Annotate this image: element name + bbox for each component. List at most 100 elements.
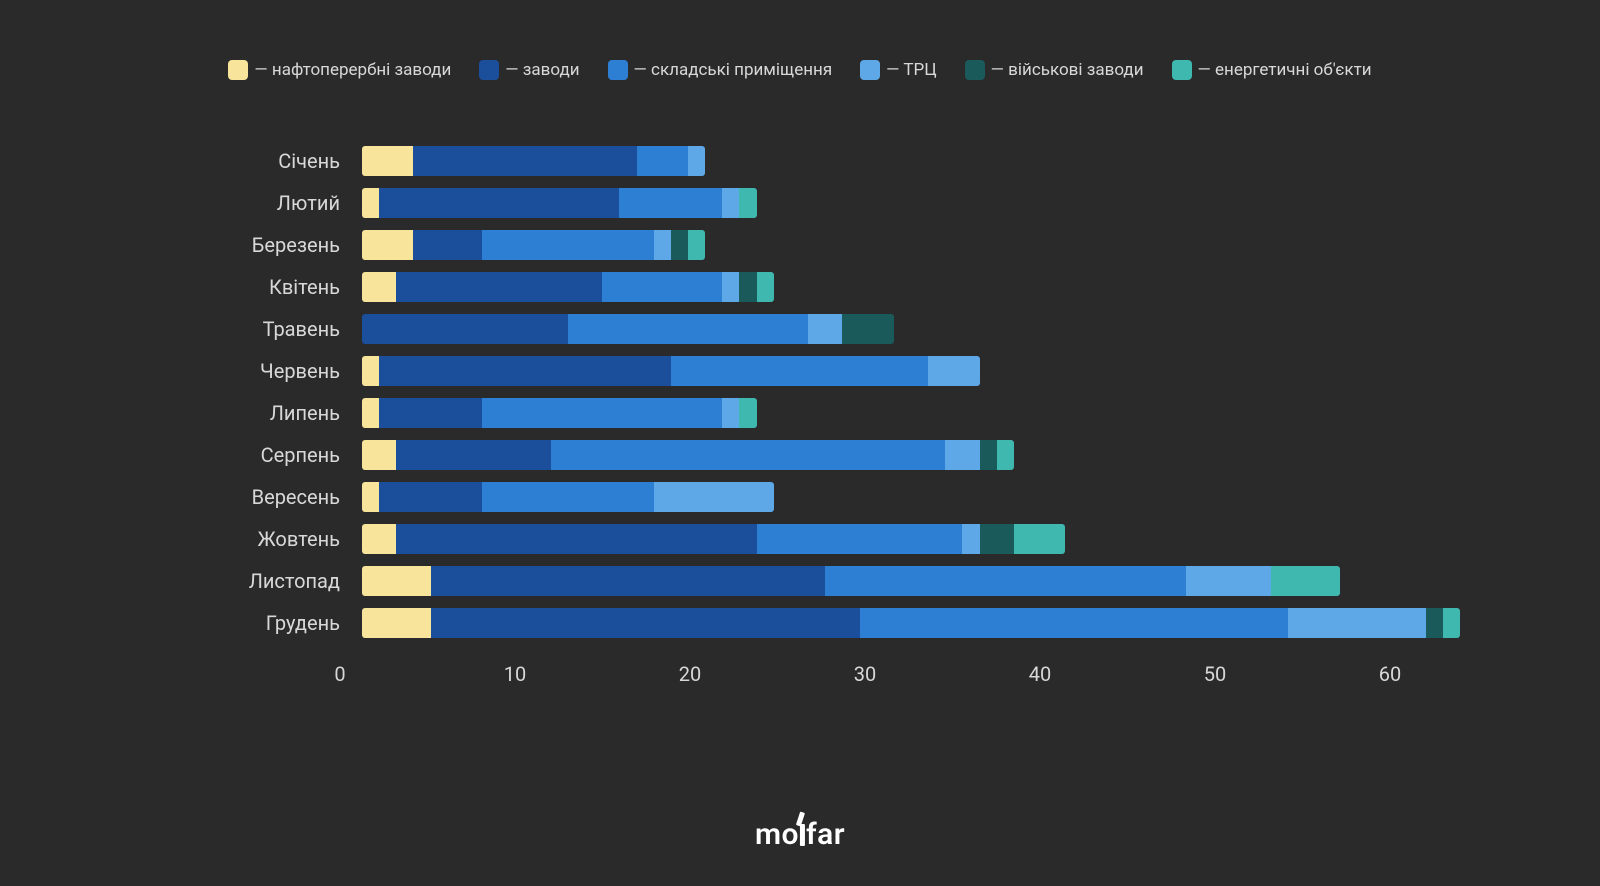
bar-segment: [602, 272, 722, 302]
chart-row: Жовтень: [170, 518, 1460, 560]
chart-rows: Січень Лютий Березень Квітень Травень Червень…: [170, 140, 1460, 644]
stacked-bar: [362, 482, 774, 512]
bar-segment: [825, 566, 1185, 596]
stacked-bar: [362, 566, 1340, 596]
bar-segment: [396, 272, 602, 302]
bar-segment: [413, 230, 482, 260]
bar-segment: [379, 482, 482, 512]
row-label: Червень: [170, 359, 362, 383]
bar-segment: [688, 146, 705, 176]
bar-segment: [482, 230, 654, 260]
bar-segment: [980, 440, 997, 470]
bar-segment: [362, 356, 379, 386]
bar-segment: [413, 146, 636, 176]
bar-track: [362, 440, 1460, 470]
legend-item: нафтоперербні заводи: [228, 60, 451, 80]
bar-segment: [362, 440, 396, 470]
stacked-bar: [362, 146, 705, 176]
bar-segment: [551, 440, 946, 470]
row-label: Серпень: [170, 443, 362, 467]
bar-track: [362, 356, 1460, 386]
axis-tick: 0: [334, 662, 345, 686]
axis-tick: 60: [1379, 662, 1401, 686]
bar-segment: [431, 566, 826, 596]
row-label: Лютий: [170, 191, 362, 215]
chart-row: Травень: [170, 308, 1460, 350]
stacked-bar: [362, 314, 894, 344]
bar-segment: [1271, 566, 1340, 596]
row-label: Травень: [170, 317, 362, 341]
bar-segment: [1288, 608, 1425, 638]
bar-segment: [362, 524, 396, 554]
legend-item: складські приміщення: [608, 60, 833, 80]
bar-segment: [362, 146, 413, 176]
bar-track: [362, 314, 1460, 344]
bar-segment: [671, 356, 928, 386]
bar-track: [362, 188, 1460, 218]
stacked-bar: [362, 524, 1065, 554]
bar-segment: [482, 398, 722, 428]
bar-segment: [739, 272, 756, 302]
bar-segment: [362, 398, 379, 428]
bar-segment: [362, 566, 431, 596]
legend-label: заводи: [505, 60, 579, 80]
chart-row: Березень: [170, 224, 1460, 266]
bar-segment: [722, 272, 739, 302]
row-label: Квітень: [170, 275, 362, 299]
legend-swatch: [228, 60, 248, 80]
legend-swatch: [608, 60, 628, 80]
bar-segment: [980, 524, 1014, 554]
bar-segment: [362, 272, 396, 302]
bar-segment: [431, 608, 860, 638]
bar-segment: [757, 272, 774, 302]
legend-label: військові заводи: [991, 60, 1144, 80]
stacked-bar: [362, 272, 774, 302]
bar-track: [362, 608, 1460, 638]
legend-swatch: [1172, 60, 1192, 80]
bar-track: [362, 566, 1460, 596]
bar-segment: [362, 482, 379, 512]
axis-tick: 20: [679, 662, 701, 686]
bar-segment: [739, 398, 756, 428]
chart-area: Січень Лютий Березень Квітень Травень Червень…: [170, 140, 1460, 692]
row-label: Березень: [170, 233, 362, 257]
axis-tick: 40: [1029, 662, 1051, 686]
bar-segment: [722, 398, 739, 428]
stacked-bar: [362, 440, 1014, 470]
row-label: Січень: [170, 149, 362, 173]
legend-swatch: [860, 60, 880, 80]
stacked-bar: [362, 608, 1460, 638]
bar-segment: [362, 230, 413, 260]
legend-label: енергетичні об'єкти: [1198, 60, 1372, 80]
bar-segment: [928, 356, 979, 386]
bar-segment: [842, 314, 893, 344]
stacked-bar: [362, 356, 980, 386]
bar-segment: [654, 230, 671, 260]
bar-segment: [808, 314, 842, 344]
chart-row: Серпень: [170, 434, 1460, 476]
axis-tick: 50: [1204, 662, 1226, 686]
axis-tick: 30: [854, 662, 876, 686]
brand-logo: mofar: [755, 817, 845, 852]
chart-row: Листопад: [170, 560, 1460, 602]
bar-segment: [362, 608, 431, 638]
row-label: Листопад: [170, 569, 362, 593]
bar-segment: [997, 440, 1014, 470]
chart-row: Січень: [170, 140, 1460, 182]
stacked-bar: [362, 398, 757, 428]
bar-segment: [396, 440, 550, 470]
bar-segment: [722, 188, 739, 218]
axis-ticks: 0102030405060: [340, 662, 1460, 692]
bar-track: [362, 230, 1460, 260]
bar-segment: [671, 230, 688, 260]
legend: нафтоперербні заводи заводи складські прим…: [100, 60, 1500, 80]
bar-segment: [568, 314, 808, 344]
bar-segment: [379, 398, 482, 428]
bar-segment: [688, 230, 705, 260]
bar-segment: [379, 356, 671, 386]
bar-segment: [1443, 608, 1460, 638]
axis-spacer: [170, 662, 340, 692]
bar-segment: [1186, 566, 1272, 596]
bar-segment: [757, 524, 963, 554]
bar-segment: [945, 440, 979, 470]
